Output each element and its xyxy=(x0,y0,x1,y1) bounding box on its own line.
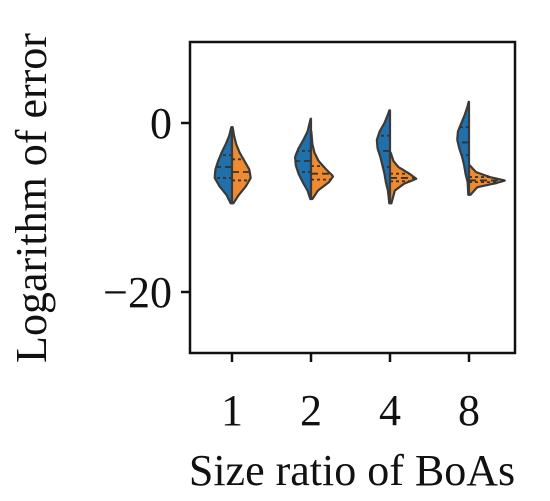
violin-left-2 xyxy=(294,117,313,201)
x-tick-label-2: 2 xyxy=(300,386,322,435)
y-axis: 0 −20 xyxy=(103,99,190,317)
violin-left-8 xyxy=(456,100,471,196)
x-axis-label: Size ratio of BoAs xyxy=(189,446,515,495)
y-axis-label: Logarithm of error xyxy=(7,33,56,363)
x-tick-label-4: 4 xyxy=(379,386,401,435)
x-tick-label-1: 1 xyxy=(221,386,243,435)
violin-right-2 xyxy=(309,130,335,201)
plot-frame xyxy=(188,40,517,355)
x-axis: 1 2 4 8 xyxy=(221,353,480,435)
violin-left-1 xyxy=(213,126,234,205)
y-tick-label-0: 0 xyxy=(150,99,172,148)
violin-layer xyxy=(213,100,506,205)
x-tick-label-8: 8 xyxy=(458,386,480,435)
violin-left-4 xyxy=(375,109,392,205)
y-tick-label-−20: −20 xyxy=(103,268,172,317)
violin-right-1 xyxy=(230,126,252,205)
